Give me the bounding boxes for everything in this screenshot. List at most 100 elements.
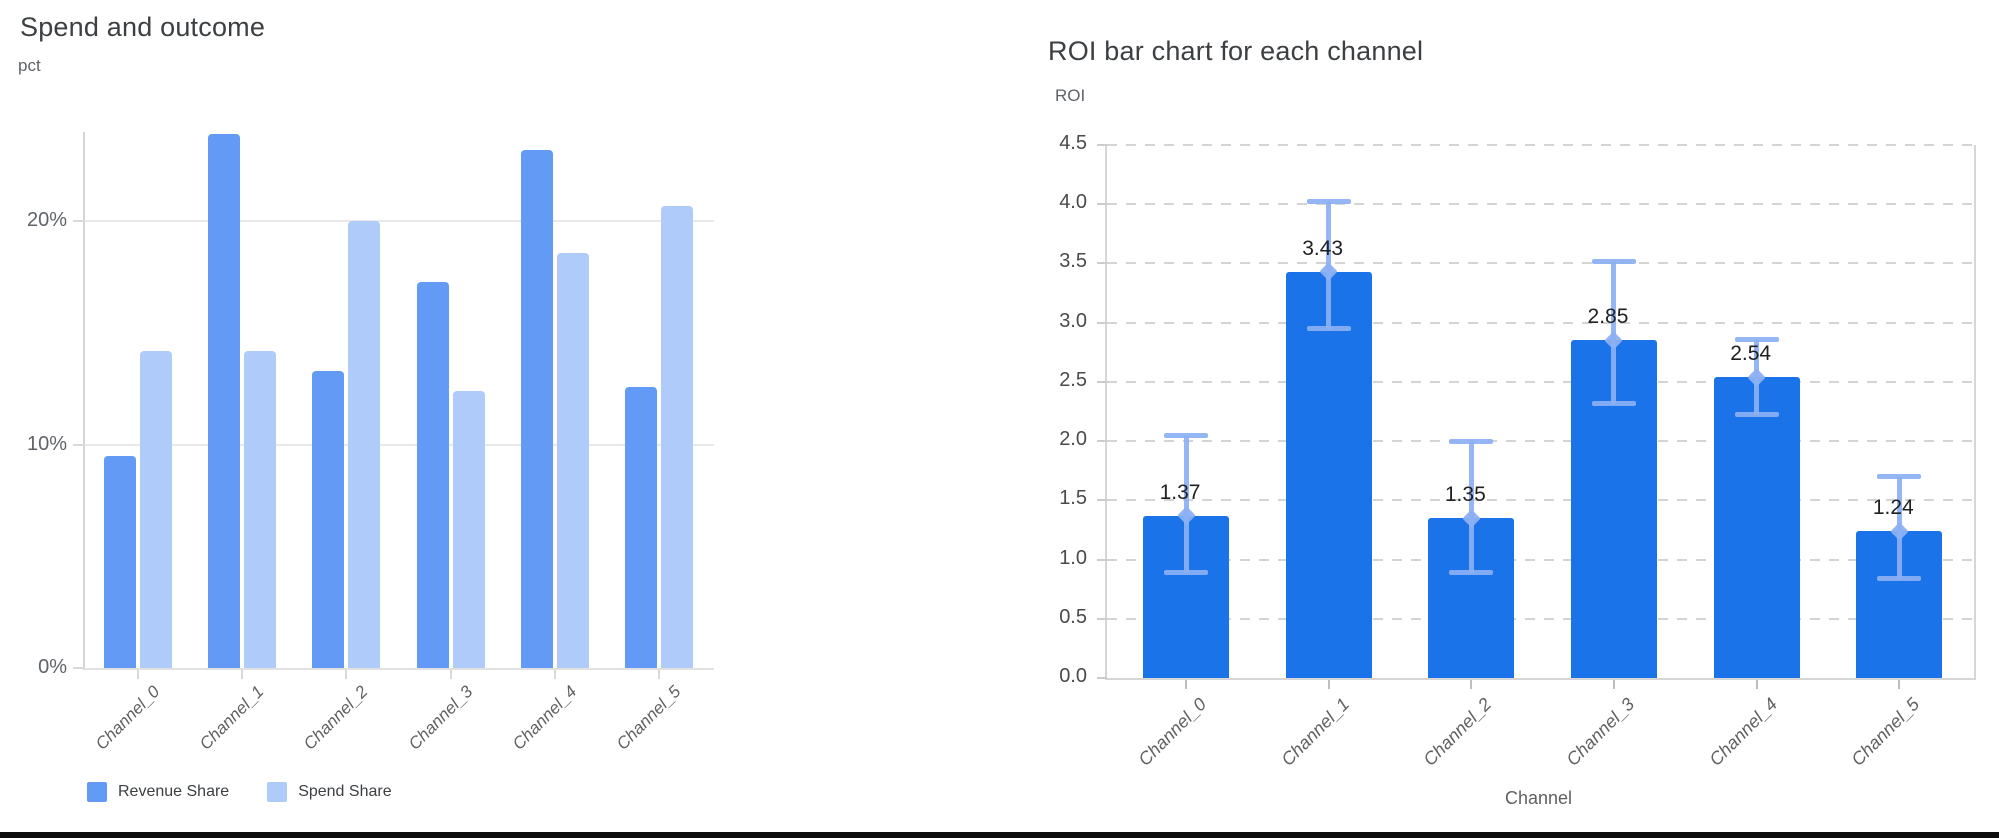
bar-spend-share-3 [452, 391, 485, 668]
legend-label: Spend Share [298, 783, 392, 800]
x-tick-mark [1612, 680, 1615, 689]
y-tick-label: 1.0 [1059, 546, 1087, 569]
left-y-axis-title: pct [18, 56, 41, 75]
gridline [1107, 380, 1974, 383]
x-tick-mark [241, 670, 244, 679]
x-tick-mark [658, 670, 660, 679]
x-tick-mark [553, 670, 556, 679]
right-plot-area: 0.0 0.5 1.0 1.5 2.0 2.5 3.0 3.5 4.0 4.5 1.37 Channe… [1059, 132, 1976, 770]
bar-roi-1 [1285, 271, 1372, 678]
error-cap-high-0 [1164, 433, 1208, 439]
x-tick-label: Channel_2 [300, 682, 372, 754]
bar-revenue-share-0 [104, 455, 136, 668]
bar-revenue-share-4 [520, 149, 553, 668]
legend-item-spend-share: Spend Share [267, 782, 392, 802]
bar-spend-share-0 [140, 350, 172, 668]
y-tick-label: 2.0 [1059, 428, 1087, 451]
x-tick-mark [1327, 680, 1330, 689]
x-tick-mark [1470, 680, 1473, 689]
y-tick-mark [1097, 144, 1107, 146]
y-tick-label: 2.5 [1059, 368, 1087, 391]
bar-roi-4 [1713, 377, 1800, 678]
gridline [1107, 144, 1974, 146]
right-y-axis-title: ROI [1055, 86, 1086, 105]
error-cap-low-3 [1591, 401, 1636, 407]
error-cap-low-0 [1164, 569, 1208, 575]
y-tick-label: 1.5 [1059, 487, 1087, 510]
y-tick-mark [1097, 262, 1107, 265]
y-tick-mark [1097, 203, 1107, 206]
error-cap-low-2 [1449, 569, 1494, 575]
x-tick-mark [1185, 680, 1187, 689]
y-tick-label: 0.5 [1059, 605, 1087, 628]
gridline [85, 443, 714, 446]
x-tick-label: Channel_0 [91, 682, 164, 754]
error-whisker-2 [1468, 442, 1474, 573]
y-tick-mark [1097, 617, 1107, 620]
x-tick-mark [137, 670, 139, 679]
bar-value-label-0: 1.37 [1159, 480, 1201, 504]
y-tick-mark [1097, 321, 1107, 324]
right-chart-title: ROI bar chart for each channel [1048, 36, 1424, 66]
gridline [1107, 321, 1974, 324]
x-tick-label: Channel_1 [1277, 694, 1353, 770]
gridline [1107, 617, 1974, 620]
bar-revenue-share-5 [625, 386, 657, 668]
x-tick-mark [1755, 680, 1758, 689]
x-tick-label: Channel_4 [508, 682, 581, 754]
x-tick-label: Channel_1 [196, 682, 268, 754]
bar-spend-share-1 [244, 350, 277, 668]
legend-swatch [87, 782, 107, 802]
bottom-window-edge [0, 832, 1999, 838]
y-tick-mark [1097, 380, 1107, 383]
x-tick-label: Channel_5 [612, 682, 685, 754]
error-cap-high-2 [1449, 439, 1494, 445]
error-cap-low-4 [1734, 412, 1779, 418]
y-tick-label: 4.0 [1059, 191, 1087, 214]
y-tick-mark [73, 443, 85, 446]
gridline [1107, 440, 1974, 443]
bar-spend-share-5 [661, 205, 693, 668]
bar-spend-share-4 [556, 252, 589, 668]
x-tick-label: Channel_5 [1847, 694, 1924, 770]
legend-swatch [267, 782, 288, 802]
x-tick-label: Channel_2 [1419, 694, 1496, 770]
y-tick-label: 20% [26, 209, 67, 232]
y-tick-mark [73, 667, 85, 669]
legend-item-revenue-share: Revenue Share [87, 782, 229, 802]
error-cap-high-3 [1591, 259, 1636, 265]
y-tick-label: 3.5 [1059, 250, 1087, 273]
bar-revenue-share-1 [208, 134, 241, 668]
bar-revenue-share-3 [416, 281, 449, 668]
left-chart-title: Spend and outcome [20, 12, 266, 42]
x-tick-label: Channel_3 [404, 682, 477, 754]
error-whisker-0 [1183, 436, 1189, 573]
bar-value-label-4: 2.54 [1730, 342, 1772, 366]
gridline [85, 220, 714, 223]
y-tick-mark [1097, 677, 1107, 679]
legend-label: Revenue Share [118, 783, 230, 800]
y-tick-mark [1097, 440, 1107, 443]
y-tick-label: 4.5 [1059, 132, 1087, 154]
y-tick-mark [1097, 558, 1107, 561]
error-cap-high-4 [1734, 337, 1779, 343]
error-cap-high-1 [1306, 198, 1351, 204]
left-plot-area: 0% 10% 20% Channel_0 Channel_1 Channel_2 Chann… [27, 132, 714, 754]
bar-revenue-share-2 [312, 370, 345, 668]
x-tick-label: Channel_3 [1562, 694, 1639, 770]
y-tick-label: 10% [26, 432, 67, 455]
gridline [1107, 262, 1974, 265]
y-tick-mark [73, 220, 85, 223]
y-tick-label: 0.0 [1059, 665, 1087, 687]
left-legend: Revenue Share Spend Share [87, 782, 392, 802]
error-cap-low-5 [1877, 575, 1922, 581]
bar-value-label-1: 3.43 [1302, 236, 1344, 260]
bar-value-label-3: 2.85 [1587, 305, 1629, 329]
x-tick-label: Channel_0 [1134, 694, 1211, 770]
bar-value-label-2: 1.35 [1444, 483, 1486, 507]
x-tick-mark [345, 670, 348, 679]
x-tick-mark [1898, 680, 1901, 689]
right-x-axis-title: Channel [1504, 788, 1573, 808]
gridline [1107, 499, 1974, 502]
